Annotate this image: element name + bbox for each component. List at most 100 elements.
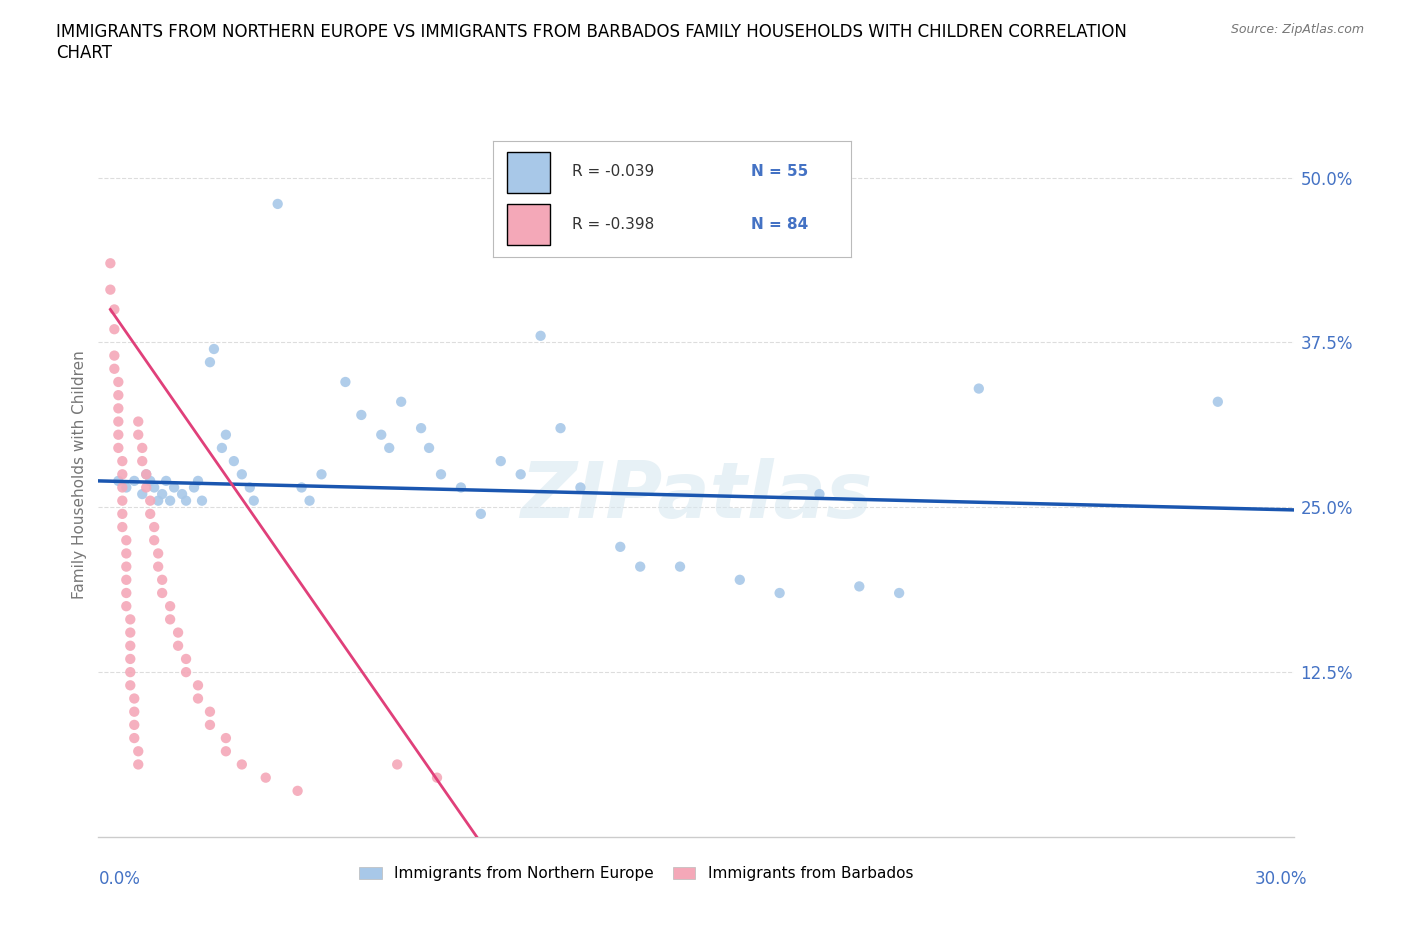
Point: [159, 612, 181, 627]
Point: [103, 322, 125, 337]
Point: [254, 770, 277, 785]
Point: [127, 744, 149, 759]
Point: [231, 757, 253, 772]
Point: [159, 599, 181, 614]
Point: [163, 480, 186, 495]
Point: [167, 638, 190, 653]
Point: [115, 586, 138, 601]
Point: [124, 731, 146, 746]
Point: [115, 480, 138, 495]
Point: [127, 414, 149, 429]
Point: [107, 427, 129, 442]
Point: [120, 678, 142, 693]
Point: [222, 454, 245, 469]
Point: [311, 467, 333, 482]
Point: [139, 493, 162, 508]
Point: [389, 394, 412, 409]
Point: [124, 717, 146, 732]
Point: [550, 420, 572, 435]
Point: [143, 533, 166, 548]
Point: [111, 507, 134, 522]
Point: [107, 473, 129, 488]
Point: [131, 441, 153, 456]
Point: [243, 493, 266, 508]
Point: [127, 757, 149, 772]
Text: ZIPatlas: ZIPatlas: [520, 458, 872, 534]
Point: [107, 388, 129, 403]
Point: [215, 731, 238, 746]
Point: [411, 420, 433, 435]
Point: [107, 375, 129, 390]
Point: [111, 454, 134, 469]
Point: [191, 493, 214, 508]
Point: [139, 507, 162, 522]
Point: [103, 362, 125, 377]
Point: [115, 533, 138, 548]
Point: [370, 427, 392, 442]
Point: [509, 467, 531, 482]
Point: [124, 704, 146, 719]
Text: 30.0%: 30.0%: [1256, 870, 1308, 888]
Point: [211, 441, 233, 456]
Point: [174, 493, 197, 508]
Point: [155, 473, 177, 488]
Point: [470, 507, 492, 522]
Y-axis label: Family Households with Children: Family Households with Children: [72, 350, 87, 599]
Point: [418, 441, 440, 456]
Point: [728, 572, 751, 587]
Point: [143, 480, 166, 495]
Point: [135, 467, 157, 482]
Point: [669, 559, 692, 574]
Point: [530, 328, 553, 343]
Point: [124, 473, 146, 488]
Point: [120, 652, 142, 667]
Point: [120, 638, 142, 653]
Point: [103, 348, 125, 363]
Point: [215, 427, 238, 442]
Point: [120, 625, 142, 640]
Point: [107, 441, 129, 456]
Point: [120, 612, 142, 627]
Point: [98, 282, 122, 297]
Point: [148, 546, 170, 561]
Point: [139, 473, 162, 488]
Point: [239, 480, 262, 495]
Point: [131, 454, 153, 469]
Point: [848, 579, 870, 594]
Point: [98, 256, 122, 271]
Point: [267, 196, 290, 211]
Point: [187, 678, 209, 693]
Point: [1206, 394, 1229, 409]
Text: 0.0%: 0.0%: [98, 870, 141, 888]
Point: [150, 586, 173, 601]
Point: [287, 783, 309, 798]
Point: [167, 625, 190, 640]
Point: [124, 691, 146, 706]
Point: [489, 454, 512, 469]
Point: [350, 407, 373, 422]
Point: [335, 375, 357, 390]
Point: [889, 586, 911, 601]
Point: [103, 302, 125, 317]
Point: [569, 480, 592, 495]
Point: [378, 441, 401, 456]
Point: [172, 486, 194, 501]
Point: [111, 467, 134, 482]
Point: [120, 665, 142, 680]
Legend: Immigrants from Northern Europe, Immigrants from Barbados: Immigrants from Northern Europe, Immigra…: [353, 860, 920, 887]
Point: [187, 691, 209, 706]
Text: IMMIGRANTS FROM NORTHERN EUROPE VS IMMIGRANTS FROM BARBADOS FAMILY HOUSEHOLDS WI: IMMIGRANTS FROM NORTHERN EUROPE VS IMMIG…: [56, 23, 1128, 62]
Point: [298, 493, 321, 508]
Point: [111, 520, 134, 535]
Point: [430, 467, 453, 482]
Point: [159, 493, 181, 508]
Point: [135, 480, 157, 495]
Point: [115, 559, 138, 574]
Point: [769, 586, 792, 601]
Text: Source: ZipAtlas.com: Source: ZipAtlas.com: [1230, 23, 1364, 36]
Point: [808, 486, 831, 501]
Point: [202, 341, 225, 356]
Point: [215, 744, 238, 759]
Point: [174, 665, 197, 680]
Point: [183, 480, 205, 495]
